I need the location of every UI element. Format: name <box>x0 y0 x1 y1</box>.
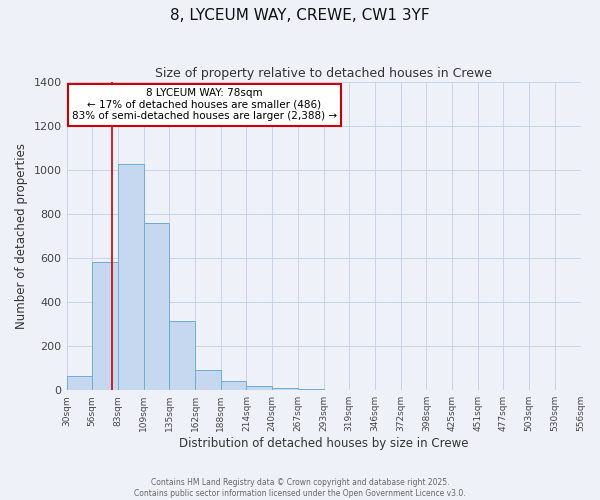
Bar <box>298 389 323 390</box>
Bar <box>169 321 195 390</box>
Bar <box>67 376 92 390</box>
Title: Size of property relative to detached houses in Crewe: Size of property relative to detached ho… <box>155 68 492 80</box>
Y-axis label: Number of detached properties: Number of detached properties <box>15 143 28 329</box>
Bar <box>221 382 247 390</box>
Bar <box>118 164 143 390</box>
Bar <box>272 388 298 390</box>
Text: 8, LYCEUM WAY, CREWE, CW1 3YF: 8, LYCEUM WAY, CREWE, CW1 3YF <box>170 8 430 22</box>
Bar <box>195 370 221 390</box>
Text: Contains HM Land Registry data © Crown copyright and database right 2025.
Contai: Contains HM Land Registry data © Crown c… <box>134 478 466 498</box>
Bar <box>247 386 272 390</box>
Text: 8 LYCEUM WAY: 78sqm
← 17% of detached houses are smaller (486)
83% of semi-detac: 8 LYCEUM WAY: 78sqm ← 17% of detached ho… <box>72 88 337 122</box>
Bar <box>92 262 118 390</box>
X-axis label: Distribution of detached houses by size in Crewe: Distribution of detached houses by size … <box>179 437 468 450</box>
Bar <box>143 222 169 390</box>
